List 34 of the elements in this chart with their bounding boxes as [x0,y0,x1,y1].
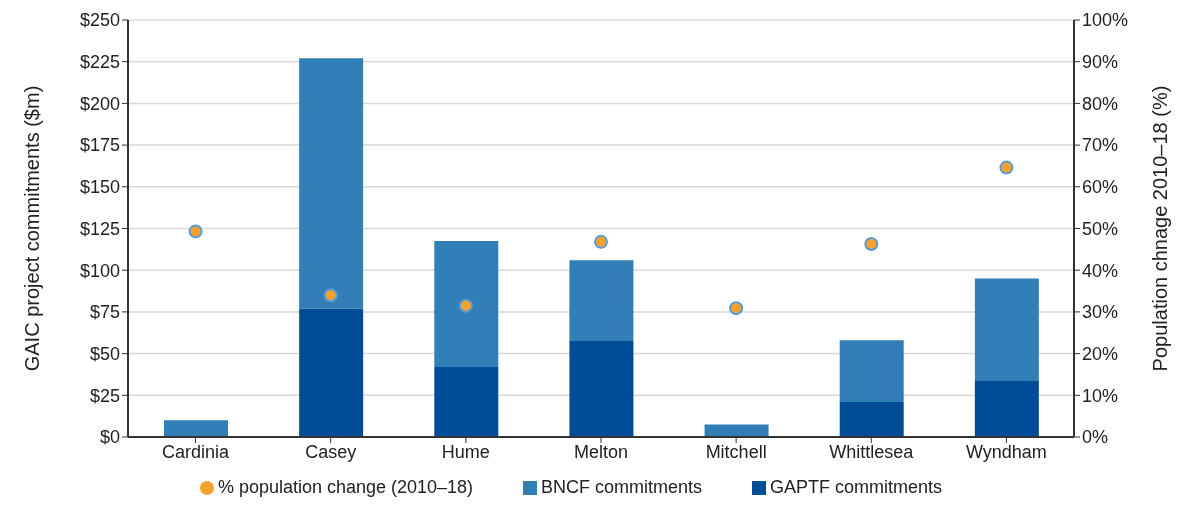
y2-tick-label: 70% [1082,135,1119,156]
x-tick-label: Wyndham [965,441,1047,462]
y-tick-label: $75 [89,302,120,323]
x-tick-label: Hume [441,441,490,462]
y-tick-label: $0 [99,427,120,448]
y2-tick-label: 80% [1082,93,1119,114]
y2-tick-label: 50% [1082,218,1119,239]
y-tick-label: $50 [89,343,120,364]
y2-tick-label: 60% [1082,177,1119,198]
y2-tick-label: 100% [1082,10,1129,31]
legend-label: GAPTF commitments [770,477,943,497]
y-tick-label: $225 [79,52,120,73]
x-tick-label: Casey [305,441,357,462]
y-axis-title: GAIC project commitments ($m) [21,85,44,372]
y-tick-label: $150 [79,177,120,198]
y-tick-label: $200 [79,93,120,114]
y2-tick-label: 40% [1082,260,1119,281]
y2-tick-label: 10% [1082,385,1119,406]
y2-tick-label: 90% [1082,52,1119,73]
y-tick-label: $175 [79,135,120,156]
y-tick-label: $250 [79,10,120,31]
y-tick-label: $25 [89,385,120,406]
y2-tick-label: 20% [1082,343,1119,364]
x-tick-label: Cardinia [162,441,231,462]
x-tick-label: Melton [573,441,629,462]
y-tick-label: $125 [79,218,120,239]
legend-label: BNCF commitments [541,477,703,497]
y-tick-label: $100 [79,260,120,281]
x-tick-label: Whittlesea [829,441,915,462]
y2-tick-label: 0% [1082,427,1109,448]
x-tick-label: Mitchell [705,441,767,462]
y2-axis-title: Population chnage 2010–18 (%) [1149,85,1172,372]
y2-tick-label: 30% [1082,302,1119,323]
legend-label: % population change (2010–18) [217,477,474,497]
